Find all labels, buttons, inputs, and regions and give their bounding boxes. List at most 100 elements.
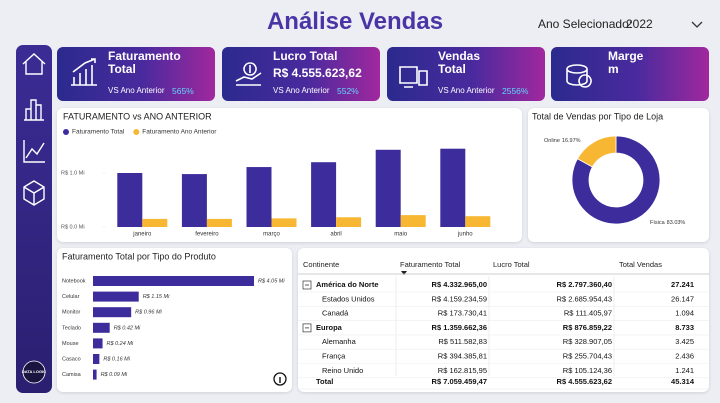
legend-swatch bbox=[133, 129, 140, 135]
year-select[interactable]: 2022 bbox=[626, 17, 653, 31]
slice-name: Física bbox=[650, 220, 666, 226]
collapse-toggle[interactable] bbox=[302, 323, 312, 333]
data-label: R$ 0.42 Mi bbox=[114, 325, 141, 331]
y-tick-label: Notebook bbox=[62, 278, 86, 284]
bar-icon[interactable] bbox=[24, 99, 44, 121]
bar bbox=[336, 217, 362, 227]
dropdown-chevron[interactable] bbox=[690, 18, 704, 30]
group-cell: 8.733 bbox=[675, 323, 694, 332]
column-header: Total Vendas bbox=[619, 260, 662, 269]
hbar-chart: Faturamento Total por Tipo do Produto Not… bbox=[62, 251, 287, 386]
total-cell: R$ 4.555.623,62 bbox=[557, 377, 612, 386]
slice-value: 83.03% bbox=[667, 220, 686, 226]
chart-title: Total de Vendas por Tipo de Loja bbox=[532, 111, 663, 121]
kpi-title: Margem bbox=[608, 49, 644, 76]
kpi-card: Faturamento Total VS Ano Anterior 565% bbox=[57, 47, 215, 101]
kpi-icon bbox=[399, 66, 428, 88]
legend-label: Faturamento Total bbox=[72, 129, 125, 136]
cell: 1.241 bbox=[675, 366, 694, 375]
kpi-card: Vendas Total VS Ano Anterior 2556% bbox=[387, 47, 545, 101]
kpi-icon bbox=[71, 58, 97, 86]
y-tick-label: R$ 0.0 Mi bbox=[61, 224, 85, 230]
kpi-icon bbox=[566, 64, 592, 88]
box-icon[interactable] bbox=[23, 180, 45, 206]
column-header: Continente bbox=[303, 260, 339, 269]
line-icon[interactable] bbox=[23, 140, 45, 163]
y-tick-label: Celular bbox=[62, 294, 80, 300]
home-icon[interactable] bbox=[22, 53, 46, 75]
donut-chart: Total de Vendas por Tipo de Loja Física 83… bbox=[532, 111, 685, 226]
bar bbox=[246, 167, 272, 227]
x-tick-label: maio bbox=[394, 232, 408, 238]
bar bbox=[181, 174, 207, 227]
cell: R$ 2.685.954,43 bbox=[557, 294, 612, 303]
bar bbox=[93, 291, 139, 302]
kpi-change: 565% bbox=[172, 86, 194, 96]
y-tick-label: R$ 1.0 Mi bbox=[61, 170, 85, 176]
kpi-compare-label: VS Ano Anterior bbox=[108, 86, 165, 95]
data-label: R$ 4.05 Mi bbox=[258, 278, 285, 284]
y-tick-label: Mouse bbox=[62, 341, 79, 347]
bar bbox=[117, 173, 143, 227]
cell: R$ 394.385,81 bbox=[438, 351, 487, 360]
cell: R$ 173.730,41 bbox=[438, 309, 487, 318]
total-cell: Total bbox=[316, 377, 333, 386]
data-label: R$ 0.09 Mi bbox=[101, 372, 128, 378]
bar bbox=[206, 218, 232, 227]
kpi-card: Lucro Total R$ 4.555.623,62 VS Ano Anterio… bbox=[222, 47, 380, 101]
cell: R$ 328.907,05 bbox=[563, 337, 612, 346]
bar-panel: FATURAMENTO vs ANO ANTERIOR Faturamento T… bbox=[57, 108, 522, 242]
legend-swatch bbox=[63, 129, 69, 135]
bar-chart: FATURAMENTO vs ANO ANTERIOR Faturamento T… bbox=[61, 111, 491, 238]
group-cell: R$ 876.859,22 bbox=[563, 323, 612, 332]
year-label: Ano Selecionado: bbox=[538, 17, 633, 31]
y-tick-label: Casaco bbox=[62, 356, 81, 362]
info-icon[interactable] bbox=[273, 372, 287, 386]
cell: 2.436 bbox=[675, 351, 694, 360]
kpi-change: 2556% bbox=[502, 86, 529, 96]
x-tick-label: janeiro bbox=[132, 232, 152, 238]
cell: R$ 4.159.234,59 bbox=[432, 294, 487, 303]
cell: Reino Unido bbox=[322, 366, 363, 375]
x-tick-label: fevereiro bbox=[195, 232, 219, 238]
slice-value: 16.97% bbox=[562, 138, 581, 144]
bar bbox=[93, 338, 103, 349]
kpi-icon-shape bbox=[399, 66, 428, 88]
column-header: Lucro Total bbox=[493, 260, 530, 269]
bar bbox=[93, 369, 97, 380]
group-cell: R$ 2.797.360,40 bbox=[557, 280, 612, 289]
kpi-icon-shape bbox=[235, 62, 262, 86]
kpi-title: Faturamento Total bbox=[108, 49, 181, 76]
matrix-table: Continente Faturamento Total Lucro Total To… bbox=[298, 260, 709, 390]
data-label: R$ 1.15 Mi bbox=[143, 294, 170, 300]
y-tick-label: Teclado bbox=[62, 325, 81, 331]
sort-indicator bbox=[401, 271, 407, 275]
bar bbox=[142, 218, 168, 227]
kpi-icon bbox=[235, 62, 262, 86]
data-label: R$ 0.96 Mi bbox=[135, 310, 162, 316]
cell: França bbox=[322, 351, 346, 360]
kpi-title: Lucro Total bbox=[273, 49, 338, 63]
bar bbox=[93, 322, 110, 333]
bar bbox=[375, 149, 401, 227]
donut-panel: Total de Vendas por Tipo de Loja Física 83… bbox=[528, 108, 709, 242]
bar bbox=[93, 307, 132, 318]
hbar-panel: Faturamento Total por Tipo do Produto Not… bbox=[57, 248, 292, 392]
kpi-compare-label: VS Ano Anterior bbox=[273, 86, 330, 95]
bar bbox=[465, 216, 491, 227]
total-cell: 45.314 bbox=[671, 377, 695, 386]
sidebar: DATA LOGIC bbox=[16, 45, 52, 393]
kpi-value: R$ 4.555.623,62 bbox=[273, 66, 362, 80]
collapse-toggle[interactable] bbox=[302, 280, 312, 290]
group-cell: 27.241 bbox=[671, 280, 694, 289]
cell: 3.425 bbox=[675, 337, 694, 346]
cell: 1.094 bbox=[675, 309, 694, 318]
kpi-compare-label: VS Ano Anterior bbox=[438, 86, 495, 95]
donut-slice bbox=[576, 135, 617, 168]
cell: R$ 162.815,95 bbox=[438, 366, 487, 375]
chart-title: Faturamento Total por Tipo do Produto bbox=[62, 251, 216, 261]
group-cell: Europa bbox=[316, 323, 343, 332]
slice-label: Física 83.03% bbox=[650, 220, 685, 226]
cell: R$ 111.405,97 bbox=[564, 309, 612, 318]
